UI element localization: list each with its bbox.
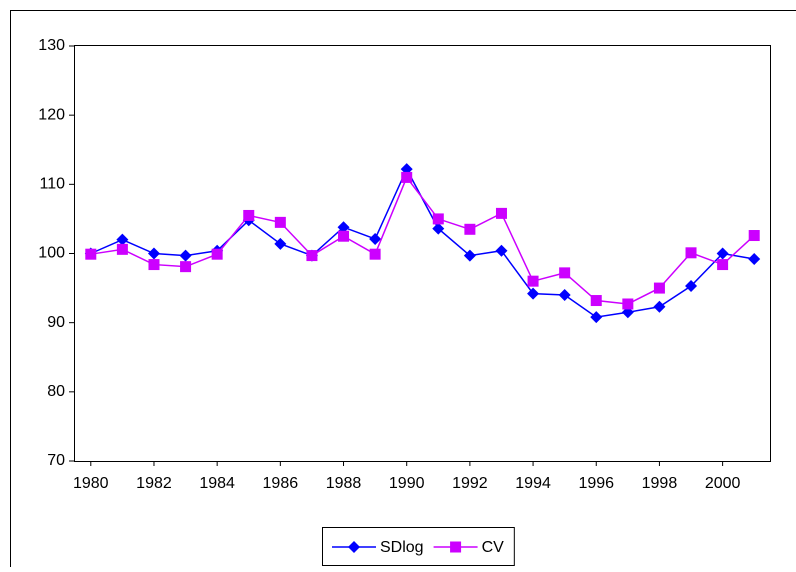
point (622, 298, 633, 309)
legend-label: SDlog (380, 539, 424, 556)
point (528, 276, 539, 287)
point (275, 217, 286, 228)
point (591, 295, 602, 306)
y-tick-label: 120 (38, 106, 65, 123)
point (654, 283, 665, 294)
point (749, 230, 760, 241)
x-tick-label: 1992 (452, 475, 488, 492)
y-tick-label: 90 (47, 314, 65, 331)
x-tick-label: 1986 (263, 475, 299, 492)
point (401, 172, 412, 183)
point (85, 249, 96, 260)
point (496, 208, 507, 219)
x-tick-label: 1996 (578, 475, 614, 492)
point (686, 247, 697, 258)
x-tick-label: 1982 (136, 475, 172, 492)
plot-area (75, 46, 771, 462)
x-tick-label: 1990 (389, 475, 425, 492)
point (370, 249, 381, 260)
point (559, 267, 570, 278)
x-tick-label: 1994 (515, 475, 551, 492)
point (117, 244, 128, 255)
point (464, 224, 475, 235)
point (433, 213, 444, 224)
x-tick-label: 1980 (73, 475, 109, 492)
y-tick-label: 70 (47, 452, 65, 469)
y-tick-label: 110 (39, 176, 65, 193)
point (717, 259, 728, 270)
x-tick-label: 1988 (326, 475, 362, 492)
point (306, 250, 317, 261)
point (148, 259, 159, 270)
point (243, 210, 254, 221)
point (212, 249, 223, 260)
y-tick-label: 100 (38, 245, 65, 262)
y-tick-label: 130 (38, 37, 65, 54)
legend-marker (450, 542, 461, 553)
x-tick-label: 1984 (199, 475, 235, 492)
y-tick-label: 80 (47, 383, 65, 400)
legend: SDlog CV (323, 528, 515, 566)
legend-label: CV (482, 539, 505, 556)
point (338, 231, 349, 242)
x-tick-label: 2000 (705, 475, 741, 492)
x-tick-label: 1998 (642, 475, 678, 492)
point (180, 261, 191, 272)
